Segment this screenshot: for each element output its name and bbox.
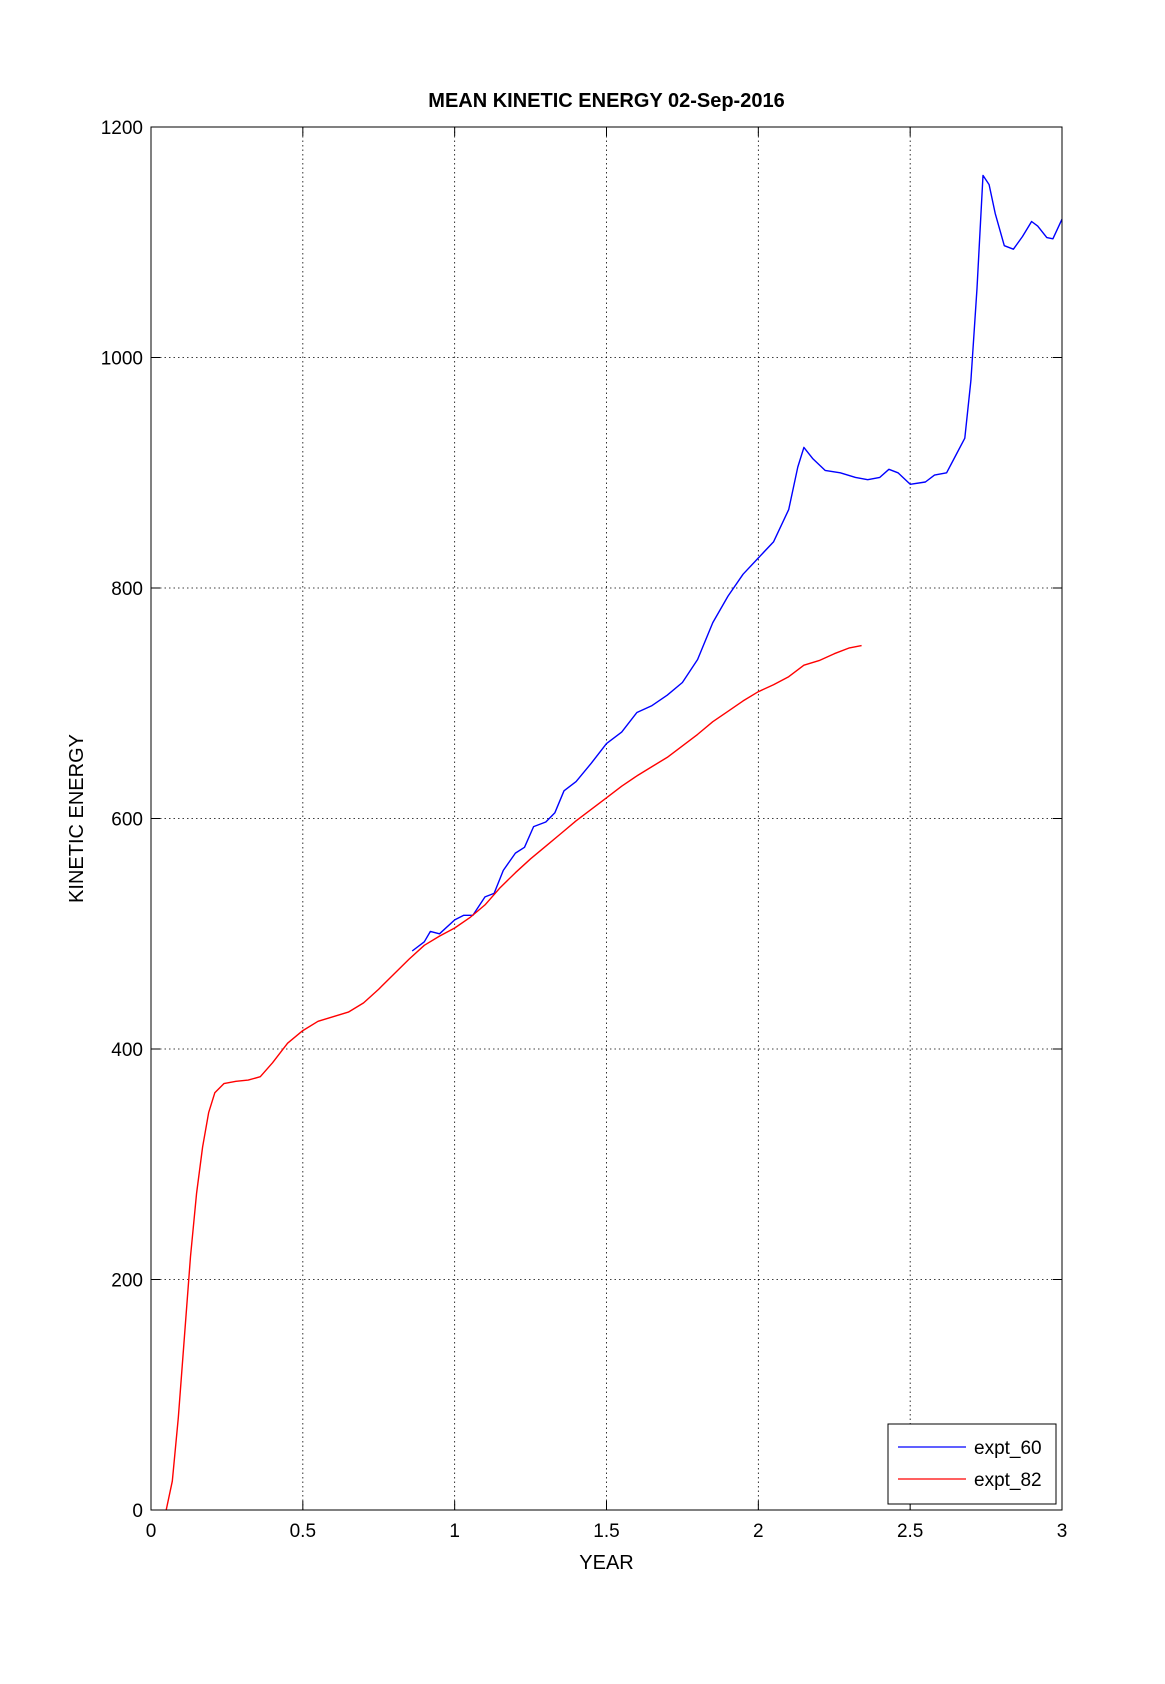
x-tick-label: 2 (753, 1521, 764, 1542)
y-tick-label: 1000 (101, 349, 143, 370)
legend-label-expt-82: expt_82 (974, 1470, 1042, 1491)
y-tick-label: 800 (111, 579, 143, 600)
ticks-layer: 0 0.5 1 1.5 2 2.5 3 0 200 400 600 800 1000 1200 (101, 118, 1068, 1542)
x-tick-label: 1.5 (593, 1521, 619, 1542)
y-tick-label: 600 (111, 810, 143, 831)
y-tick-label: 1200 (101, 118, 143, 139)
x-tick-label: 0 (146, 1521, 157, 1542)
series-layer (165, 174, 1063, 1511)
x-tick-label: 1 (449, 1521, 460, 1542)
legend-box (887, 1423, 1057, 1505)
legend: expt_60 expt_82 (887, 1423, 1057, 1505)
x-tick-label: 0.5 (290, 1521, 316, 1542)
series-line-expt-82 (165, 644, 862, 1511)
legend-label-expt-60: expt_60 (974, 1438, 1042, 1459)
x-tick-label: 3 (1057, 1521, 1068, 1542)
grid-layer (151, 127, 1062, 1510)
y-tick-label: 400 (111, 1040, 143, 1061)
y-tick-label: 200 (111, 1271, 143, 1292)
x-tick-label: 2.5 (897, 1521, 923, 1542)
chart-title: MEAN KINETIC ENERGY 02-Sep-2016 (428, 90, 784, 112)
y-axis-label: KINETIC ENERGY (66, 734, 88, 903)
y-tick-label: 0 (132, 1501, 143, 1522)
series-line-expt-60 (411, 174, 1063, 952)
x-axis-label: YEAR (579, 1552, 633, 1574)
